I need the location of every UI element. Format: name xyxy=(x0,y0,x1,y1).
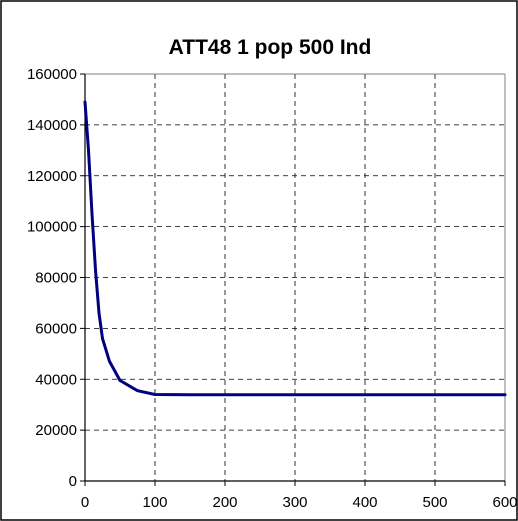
y-tick-label: 120000 xyxy=(27,168,77,185)
tick-labels: 0 20000 40000 60000 80000 100000 120000 140000 1… xyxy=(27,66,518,511)
y-tick-label: 160000 xyxy=(27,66,77,83)
x-tick-label: 500 xyxy=(422,494,447,511)
y-tick-label: 80000 xyxy=(35,270,77,287)
chart-title: ATT48 1 pop 500 Ind xyxy=(169,36,372,59)
y-tick-label: 0 xyxy=(69,473,77,490)
y-tick-label: 40000 xyxy=(35,371,77,388)
axes xyxy=(80,73,506,486)
x-tick-label: 100 xyxy=(142,494,167,511)
series-layer xyxy=(83,100,507,397)
y-tick-label: 60000 xyxy=(35,320,77,337)
y-tick-label: 20000 xyxy=(35,422,77,439)
y-tick-label: 140000 xyxy=(27,117,77,134)
x-tick-label: 300 xyxy=(282,494,307,511)
x-tick-label: 200 xyxy=(212,494,237,511)
x-tick-label: 0 xyxy=(81,494,89,511)
series-line xyxy=(83,100,507,397)
y-tick-label: 100000 xyxy=(27,219,77,236)
gridlines xyxy=(85,73,505,481)
x-tick-label: 600 xyxy=(492,494,517,511)
x-tick-label: 400 xyxy=(352,494,377,511)
